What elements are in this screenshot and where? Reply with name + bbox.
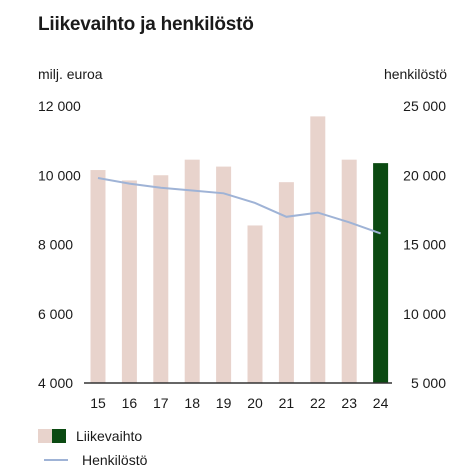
x-tick-label: 19 [216,395,232,411]
bar [90,170,106,383]
x-tick-label: 15 [90,395,106,411]
legend-item-henkilosto: Henkilöstö [38,452,147,468]
bar [247,225,263,383]
left-tick-label: 8 000 [38,237,73,253]
bar [373,163,389,383]
left-axis-unit-label: milj. euroa [38,66,103,82]
left-axis-ticks: 4 000 6 000 8 000 10 000 12 000 [38,98,81,391]
left-tick-label: 6 000 [38,306,73,322]
x-axis-ticks: 15 16 17 18 19 20 21 22 23 24 [90,395,388,411]
right-tick-label: 10 000 [403,306,446,322]
x-tick-label: 17 [153,395,169,411]
legend-swatch-light [38,429,52,443]
bar [341,159,357,383]
bar [310,116,326,383]
right-tick-label: 20 000 [403,167,446,183]
right-axis-unit-label: henkilöstö [383,66,447,82]
right-axis-ticks: 5 000 10 000 15 000 20 000 25 000 [403,98,446,391]
bar-series [90,116,389,383]
chart-title: Liikevaihto ja henkilöstö [38,14,254,35]
x-tick-label: 20 [247,395,263,411]
x-tick-label: 21 [279,395,295,411]
left-tick-label: 10 000 [38,167,81,183]
henkilosto-line [97,177,381,235]
left-tick-label: 4 000 [38,375,73,391]
bar [184,159,200,383]
right-tick-label: 25 000 [403,98,446,114]
x-tick-label: 23 [341,395,357,411]
bar [216,166,232,383]
bar [278,182,294,383]
bar [153,175,169,383]
x-tick-label: 24 [373,395,389,411]
x-tick-label: 18 [184,395,200,411]
right-tick-label: 15 000 [403,237,446,253]
legend-label-liikevaihto: Liikevaihto [76,428,143,444]
bar [121,180,137,383]
right-tick-label: 5 000 [411,375,446,391]
legend-item-liikevaihto: Liikevaihto [38,428,142,444]
x-tick-label: 16 [122,395,138,411]
legend-swatch-dark [52,429,66,443]
legend-label-henkilosto: Henkilöstö [82,452,148,468]
legend-swatch-line [44,459,68,461]
x-tick-label: 22 [310,395,326,411]
left-tick-label: 12 000 [38,98,81,114]
